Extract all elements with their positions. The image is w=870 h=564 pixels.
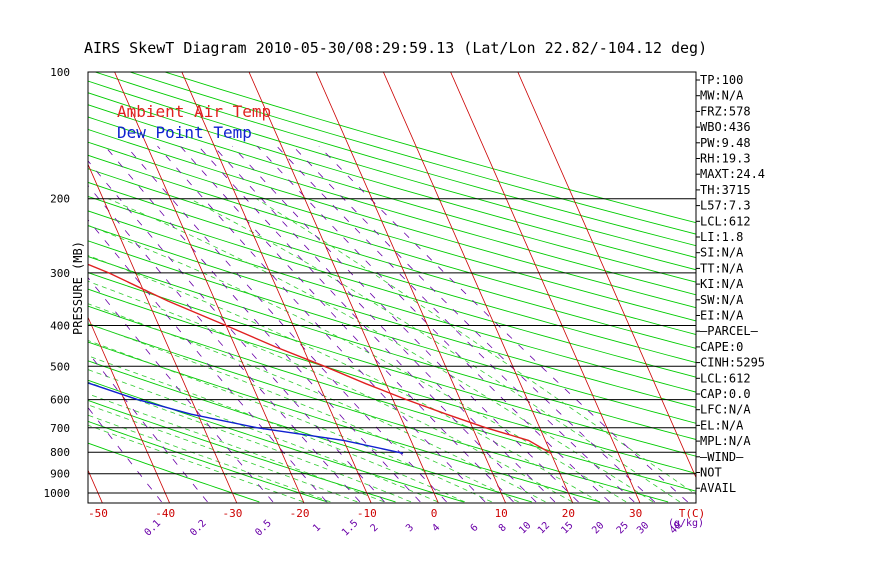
bottom-tick-label: -40 bbox=[155, 507, 175, 520]
index-value: SW:N/A bbox=[700, 293, 744, 307]
mixing-ratio-label: 25 bbox=[615, 520, 631, 536]
mixing-ratio-label: 3 bbox=[404, 522, 416, 534]
mixing-ratio-line bbox=[319, 146, 688, 502]
y-tick-label: 400 bbox=[50, 319, 70, 332]
mixing-ratio-line bbox=[198, 146, 536, 502]
y-tick-label: 100 bbox=[50, 66, 70, 79]
isotherm bbox=[312, 63, 506, 504]
bottom-tick-label: -50 bbox=[88, 507, 108, 520]
mixing-ratio-line bbox=[277, 146, 635, 502]
index-value: AVAIL bbox=[700, 481, 736, 495]
index-value: LCL:612 bbox=[700, 371, 751, 385]
mixing-ratio-label: 12 bbox=[536, 520, 552, 536]
mixing-ratio-label: 4 bbox=[430, 522, 442, 534]
y-tick-label: 600 bbox=[50, 394, 70, 407]
chart-title: AIRS SkewT Diagram 2010-05-30/08:29:59.1… bbox=[84, 39, 707, 57]
index-value: LFC:N/A bbox=[700, 403, 751, 417]
index-value: CAP:0.0 bbox=[700, 387, 751, 401]
y-axis-label: PRESSURE (MB) bbox=[71, 241, 85, 335]
y-tick-label: 300 bbox=[50, 267, 70, 280]
mixing-ratio-label: 2 bbox=[369, 522, 381, 534]
axis-layer: 1002003004005006007008009001000-120-110-… bbox=[0, 56, 705, 539]
isotherm bbox=[514, 63, 708, 504]
index-value: NOT bbox=[700, 466, 722, 480]
isotherm bbox=[0, 63, 35, 504]
bottom-tick-label: 0 bbox=[431, 507, 438, 520]
bottom-tick-label: 20 bbox=[562, 507, 575, 520]
mixing-ratio-label: 8 bbox=[497, 522, 509, 534]
mixing-ratio-line bbox=[232, 146, 578, 502]
index-value: EL:N/A bbox=[700, 418, 744, 432]
index-value: SI:N/A bbox=[700, 246, 744, 260]
moist-adiabat bbox=[256, 199, 706, 502]
index-value: EI:N/A bbox=[700, 309, 744, 323]
index-value: KI:N/A bbox=[700, 277, 744, 291]
index-value: TP:100 bbox=[700, 73, 743, 87]
moist-adiabat bbox=[0, 267, 330, 502]
mixing-ratio-label: 20 bbox=[590, 520, 606, 536]
bottom-tick-label: 30 bbox=[629, 507, 642, 520]
index-value: LI:1.8 bbox=[700, 230, 743, 244]
isotherm bbox=[446, 63, 640, 504]
bottom-tick-label: -10 bbox=[357, 507, 377, 520]
index-value: MPL:N/A bbox=[700, 434, 751, 448]
index-value: TH:3715 bbox=[700, 183, 751, 197]
index-value: RH:19.3 bbox=[700, 152, 751, 166]
mixing-ratio-label: 10 bbox=[517, 520, 533, 536]
mixing-ratio-label: 30 bbox=[635, 520, 651, 536]
mixing-ratio-unit: (g/kg) bbox=[668, 518, 704, 529]
index-value: –PARCEL– bbox=[700, 324, 759, 338]
bottom-tick-label: -20 bbox=[290, 507, 310, 520]
mixing-ratio-label: 0.5 bbox=[253, 518, 274, 539]
index-value: PW:9.48 bbox=[700, 136, 751, 150]
mixing-ratio-label: 0.2 bbox=[188, 518, 209, 539]
isotherm bbox=[0, 63, 103, 504]
index-value: WBO:436 bbox=[700, 120, 751, 134]
moist-adiabat bbox=[20, 199, 627, 502]
mixing-ratio-label: 0.1 bbox=[143, 518, 164, 539]
moist-adiabat bbox=[0, 199, 572, 502]
index-value: CINH:5295 bbox=[700, 356, 765, 370]
y-tick-label: 1000 bbox=[44, 487, 71, 500]
y-tick-label: 500 bbox=[50, 360, 70, 373]
index-value: L57:7.3 bbox=[700, 199, 751, 213]
index-value: MW:N/A bbox=[700, 89, 744, 103]
index-value: FRZ:578 bbox=[700, 104, 751, 118]
legend-air-temp: Ambient Air Temp bbox=[117, 102, 271, 121]
index-value: –WIND– bbox=[700, 450, 744, 464]
y-tick-label: 800 bbox=[50, 446, 70, 459]
index-value: LCL:612 bbox=[700, 214, 751, 228]
bottom-tick-label: -30 bbox=[222, 507, 242, 520]
mixing-ratio-line bbox=[56, 146, 360, 502]
index-value: MAXT:24.4 bbox=[700, 167, 765, 181]
y-tick-label: 900 bbox=[50, 468, 70, 481]
mixing-ratio-line bbox=[0, 146, 273, 502]
bottom-tick-label: 10 bbox=[495, 507, 508, 520]
y-tick-label: 200 bbox=[50, 193, 70, 206]
index-value: TT:N/A bbox=[700, 261, 744, 275]
mixing-ratio-label: 6 bbox=[469, 522, 481, 534]
dry-adiabat bbox=[0, 72, 600, 502]
index-value: CAPE:0 bbox=[700, 340, 743, 354]
y-tick-label: 700 bbox=[50, 422, 70, 435]
legend-dew-point: Dew Point Temp bbox=[117, 123, 252, 142]
mixing-ratio-label: 1.5 bbox=[340, 518, 361, 539]
mixing-ratio-label: 15 bbox=[559, 520, 575, 536]
mixing-ratio-label: 1 bbox=[311, 522, 323, 534]
